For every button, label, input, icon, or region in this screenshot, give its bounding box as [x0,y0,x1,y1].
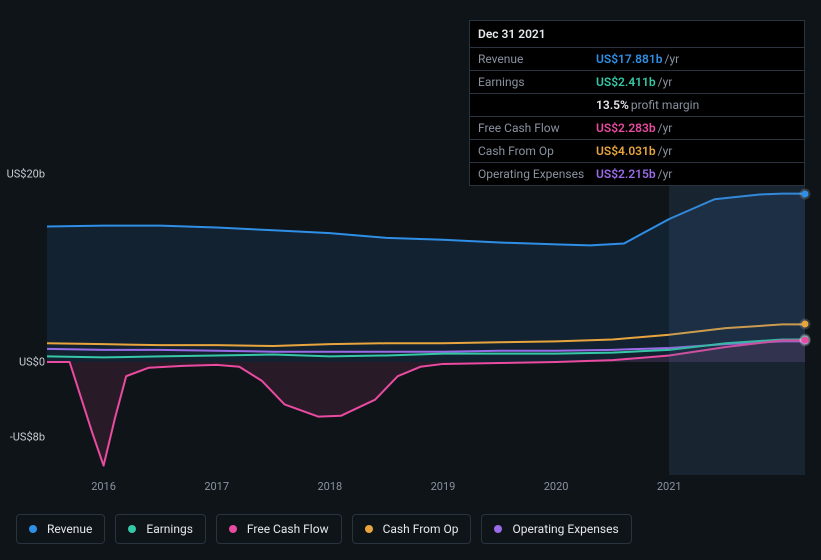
tooltip-row-value: US$2.411b/yr [596,75,796,89]
legend-label: Free Cash Flow [247,522,329,536]
legend-swatch [494,525,502,533]
tooltip-row: 13.5%profit margin [470,94,804,117]
free-cash-flow-end-marker [802,337,809,344]
plot-area[interactable] [47,155,805,475]
x-axis-tick: 2019 [431,480,456,493]
tooltip-row: Operating ExpensesUS$2.215b/yr [470,163,804,185]
tooltip-row-label [478,98,596,112]
tooltip-row-label: Free Cash Flow [478,121,596,135]
x-axis-tick: 2017 [204,480,229,493]
tooltip-row: Cash From OpUS$4.031b/yr [470,140,804,163]
tooltip-row-label: Cash From Op [478,144,596,158]
legend-label: Operating Expenses [512,522,618,536]
x-axis-tick: 2018 [317,480,342,493]
chart-tooltip: Dec 31 2021 RevenueUS$17.881b/yrEarnings… [469,20,805,186]
tooltip-row-value: US$2.283b/yr [596,121,796,135]
tooltip-row: EarningsUS$2.411b/yr [470,71,804,94]
tooltip-row-label: Operating Expenses [478,167,596,181]
tooltip-row-value: US$2.215b/yr [596,167,796,181]
legend-item-cash-from-op[interactable]: Cash From Op [352,514,472,544]
tooltip-row-value: US$4.031b/yr [596,144,796,158]
tooltip-row-label: Earnings [478,75,596,89]
y-axis-tick: -US$8b [0,431,45,444]
x-axis-tick: 2021 [657,480,682,493]
y-axis-tick: US$0 [0,356,45,369]
financials-chart: US$20bUS$0-US$8b 20162017201820192020202… [16,155,805,500]
legend-item-free-cash-flow[interactable]: Free Cash Flow [216,514,342,544]
legend-label: Cash From Op [383,522,459,536]
tooltip-date: Dec 31 2021 [470,21,804,48]
tooltip-row-label: Revenue [478,52,596,66]
tooltip-row: Free Cash FlowUS$2.283b/yr [470,117,804,140]
legend-item-revenue[interactable]: Revenue [16,514,105,544]
forecast-highlight [669,155,805,475]
x-axis-tick: 2016 [91,480,116,493]
legend-item-earnings[interactable]: Earnings [115,514,206,544]
tooltip-row-value: 13.5%profit margin [596,98,796,112]
revenue-end-marker [802,190,809,197]
tooltip-row-value: US$17.881b/yr [596,52,796,66]
chart-legend: Revenue Earnings Free Cash Flow Cash From O… [16,514,632,544]
legend-swatch [365,525,373,533]
x-axis: 2016 2017 2018 2019 2020 2021 [47,480,805,500]
legend-swatch [229,525,237,533]
tooltip-row: RevenueUS$17.881b/yr [470,48,804,71]
legend-item-operating-expenses[interactable]: Operating Expenses [481,514,631,544]
cash-from-op-end-marker [802,321,809,328]
y-axis-tick: US$20b [0,167,45,180]
legend-label: Earnings [146,522,193,536]
legend-label: Revenue [47,522,92,536]
legend-swatch [128,525,136,533]
x-axis-tick: 2020 [544,480,569,493]
legend-swatch [29,525,37,533]
